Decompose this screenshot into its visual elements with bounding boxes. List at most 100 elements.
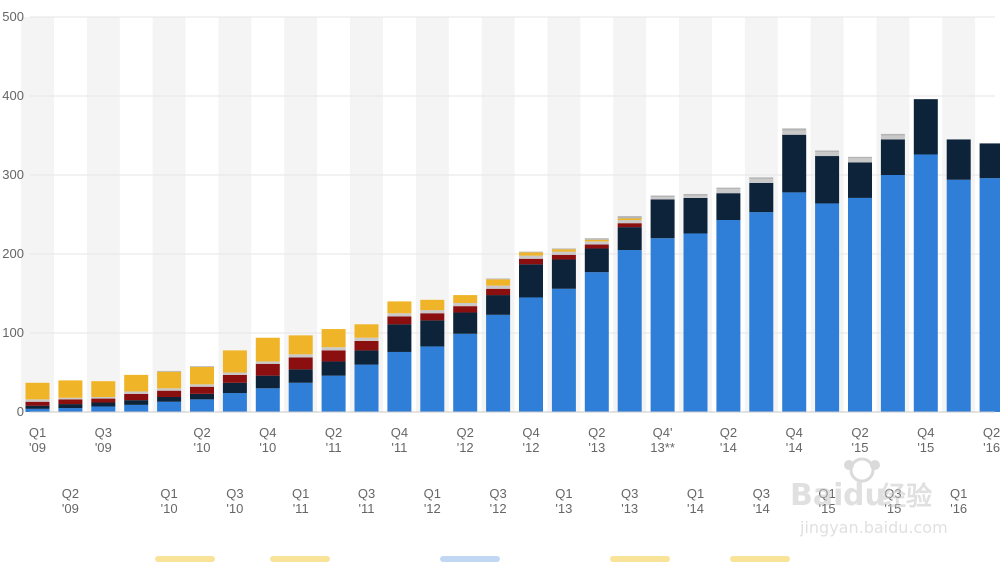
bar-segment [321, 329, 346, 348]
bar-segment [519, 297, 543, 412]
bar-segment [25, 382, 50, 400]
bar-segment [716, 193, 741, 221]
bar-segment [387, 324, 412, 352]
x-tick-label: Q3'10 [226, 486, 243, 516]
bar-segment [782, 192, 807, 412]
bar-segment [58, 408, 83, 412]
bar-segment [58, 399, 83, 405]
bar-segment [782, 134, 807, 193]
bar-segment [124, 391, 149, 394]
bar-segment [222, 372, 247, 375]
bar-segment [716, 220, 741, 412]
bar-segment [157, 396, 182, 402]
bar-segment [58, 404, 83, 409]
bar-segment [354, 337, 379, 341]
bar-segment [880, 175, 905, 412]
x-tick-label: Q3'15 [884, 486, 901, 516]
x-tick-label: Q1'12 [424, 486, 441, 516]
bar-segment [486, 295, 511, 315]
bar-segment [190, 393, 214, 400]
bar-segment [354, 350, 379, 365]
bar-segment [519, 252, 543, 256]
bar-segment [486, 278, 511, 280]
bar-segment [617, 218, 642, 221]
x-tick-label: Q1'13 [555, 486, 572, 516]
bar-segment [880, 135, 905, 140]
bar-segment [321, 347, 346, 351]
bar-segment [913, 99, 938, 155]
bar-segment [683, 193, 708, 196]
bar-segment [222, 393, 247, 412]
bar-segment [157, 401, 182, 412]
bar-segment [420, 346, 445, 412]
svg-text:jingyan.baidu.com: jingyan.baidu.com [799, 518, 948, 537]
y-tick-label: 200 [2, 246, 24, 261]
x-tick-label: Q1'11 [292, 486, 309, 516]
bar-segment [453, 312, 478, 334]
bar-segment [190, 366, 214, 367]
bar-segment [321, 361, 346, 376]
bar-segment [815, 152, 840, 157]
x-tick-label: Q4'12 [522, 425, 539, 455]
x-tick-label: Q2'09 [62, 486, 79, 516]
x-tick-label: Q1'14 [687, 486, 704, 516]
x-tick-label: Q4' 13** [650, 425, 675, 455]
bar-segment [288, 357, 313, 370]
bars [25, 99, 1000, 412]
bar-segment [453, 302, 478, 307]
bar-segment [255, 337, 280, 362]
bar-segment [486, 279, 511, 286]
bar-segment [25, 401, 50, 406]
bar-segment [288, 369, 313, 383]
bar-segment [190, 386, 214, 394]
bar-segment [222, 382, 247, 394]
bar-segment [617, 227, 642, 251]
column-band [86, 17, 120, 412]
x-tick-label: Q1'15 [818, 486, 835, 516]
x-tick-label: Q2'13 [588, 425, 605, 455]
bar-segment [979, 178, 1000, 412]
y-tick-label: 100 [2, 325, 24, 340]
x-tick-label: Q3'11 [358, 486, 375, 516]
legend-swatch [440, 556, 500, 562]
bar-segment [815, 203, 840, 412]
bar-segment [584, 238, 609, 240]
x-tick-label: Q2'12 [457, 425, 474, 455]
bar-segment [519, 264, 543, 298]
x-tick-label: Q3'09 [95, 425, 112, 455]
bar-segment [91, 406, 116, 412]
bar-segment [650, 195, 675, 198]
bar-segment [617, 250, 642, 412]
bar-segment [222, 374, 247, 383]
bar-segment [255, 375, 280, 389]
bar-segment [58, 397, 83, 400]
bar-segment [551, 249, 576, 252]
svg-text:Bai: Bai [790, 478, 843, 513]
bar-segment [749, 212, 774, 412]
bar-segment [190, 384, 214, 387]
bar-segment [387, 313, 412, 317]
bar-segment [222, 350, 247, 373]
bar-segment [716, 187, 741, 190]
watermark-logo: Bai du 经验 jingyan.baidu.com [790, 457, 948, 537]
bar-segment [255, 361, 280, 364]
bar-segment [354, 364, 379, 412]
y-tick-label: 300 [2, 167, 24, 182]
column-band [218, 17, 252, 412]
bar-segment [25, 405, 50, 409]
bar-segment [420, 310, 445, 314]
bar-segment [519, 255, 543, 259]
bar-segment [124, 404, 149, 412]
bar-segment [880, 139, 905, 175]
bar-segment [387, 351, 412, 412]
bar-segment [749, 177, 774, 179]
bar-segment [486, 288, 511, 296]
bar-segment [387, 301, 412, 314]
column-band [21, 17, 54, 412]
column-band [152, 17, 186, 412]
bar-segment [420, 320, 445, 347]
bar-segment [519, 258, 543, 265]
bar-segment [387, 316, 412, 325]
x-tick-label: Q4'15 [917, 425, 934, 455]
